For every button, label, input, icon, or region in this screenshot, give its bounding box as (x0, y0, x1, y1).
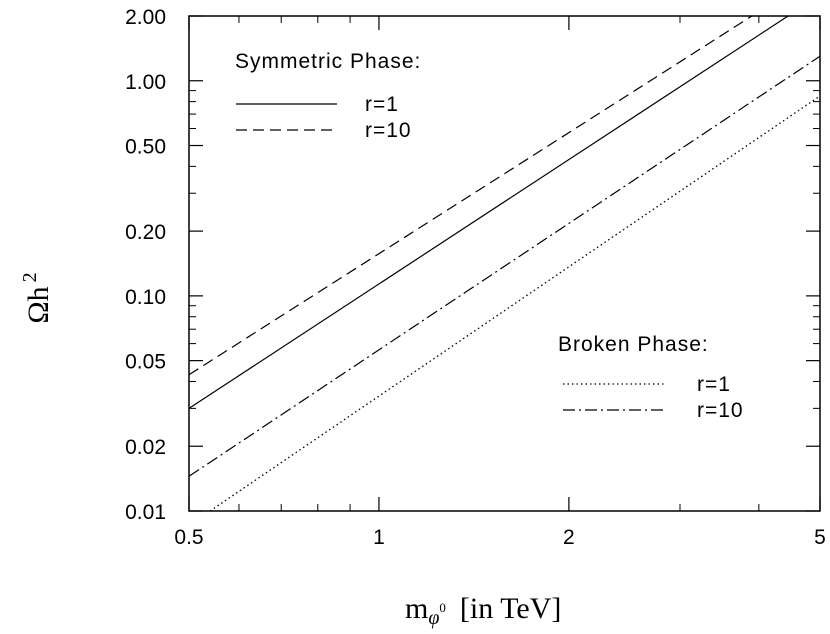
x-axis-title-rest: [in TeV] (460, 592, 561, 625)
series-line-symmetric-r10 (188, 15, 753, 376)
x-axis-title-sup: 0 (439, 600, 446, 615)
legend-symmetric-r1-label: r=1 (365, 93, 399, 116)
x-tick-label: 1 (373, 526, 385, 549)
y-tick-label: 0.50 (125, 136, 166, 159)
series-lines (188, 15, 821, 512)
x-tick-label: 2 (563, 526, 575, 549)
series-line-broken-r1 (209, 95, 821, 512)
y-tick-labels: 0.01 0.02 0.05 0.10 0.20 0.50 1.00 2.00 (125, 6, 166, 524)
y-tick-label: 0.01 (125, 501, 166, 524)
y-tick-label: 0.05 (125, 351, 166, 374)
y-tick-label: 0.20 (125, 221, 166, 244)
legend-broken-r1-label: r=1 (697, 373, 731, 396)
minor-ticks (189, 16, 820, 511)
y-tick-label: 0.02 (125, 436, 166, 459)
series-line-symmetric-r1 (188, 15, 789, 409)
x-axis-title-main: m (405, 592, 428, 625)
x-tick-label: 0.5 (174, 526, 203, 549)
legend-broken: Broken Phase: r=1 r=10 (558, 333, 744, 422)
y-tick-label: 0.10 (125, 286, 166, 309)
major-ticks (188, 15, 821, 512)
legend-symmetric: Symmetric Phase: r=1 r=10 (235, 50, 421, 142)
series-line-broken-r10 (188, 55, 821, 477)
y-tick-label: 2.00 (125, 6, 166, 29)
x-axis-title: mφ0 [in TeV] (405, 592, 561, 629)
plot-frame (188, 15, 821, 512)
y-axis-title: Ωh 2 (19, 272, 55, 323)
legend-broken-title: Broken Phase: (558, 333, 709, 356)
x-tick-label: 5 (814, 526, 826, 549)
y-axis-title-main: Ωh (22, 286, 55, 323)
y-tick-label: 1.00 (125, 71, 166, 94)
legend-broken-r10-label: r=10 (697, 399, 744, 422)
legend-symmetric-title: Symmetric Phase: (235, 50, 421, 73)
x-axis-title-sub: φ (428, 607, 439, 629)
y-axis-title-sup: 2 (19, 272, 41, 282)
legend-symmetric-r10-label: r=10 (365, 119, 412, 142)
x-tick-labels: 0.5 1 2 5 (174, 526, 825, 549)
